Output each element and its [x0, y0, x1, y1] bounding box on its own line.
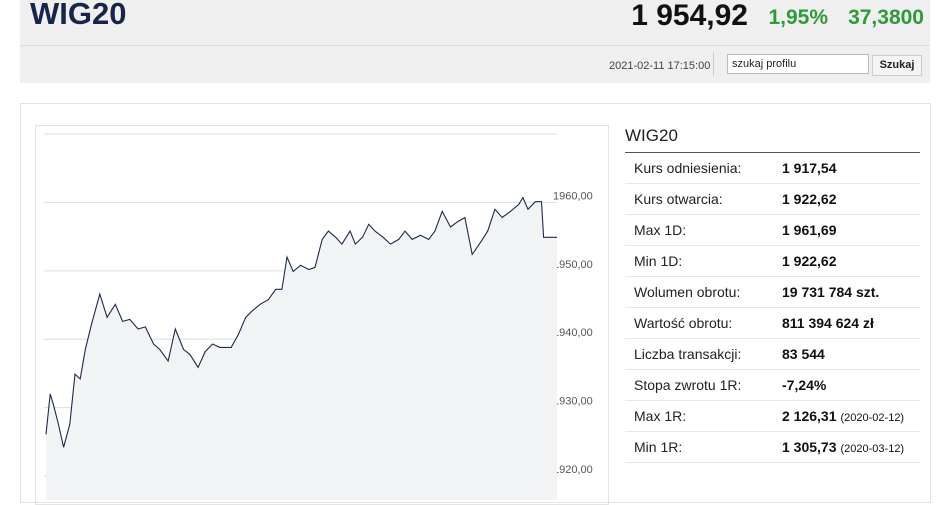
row-value: 1 961,69: [782, 222, 837, 238]
row-label: Wartość obrotu:: [634, 315, 733, 331]
row-label: Liczba transakcji:: [634, 346, 742, 362]
row-value: 1 922,62: [782, 191, 837, 207]
row-value: 2 126,31 (2020-02-12): [782, 408, 905, 424]
table-row: Kurs odniesienia: 1 917,54: [625, 153, 920, 184]
table-row: Wolumen obrotu: 19 731 784 szt.: [625, 277, 920, 308]
table: Kurs odniesienia: 1 917,54 Kurs otwarcia: 1…: [625, 152, 920, 463]
row-value: 1 922,62: [782, 253, 837, 269]
y-tick-label: 1950,00: [553, 259, 593, 271]
change-abs: 37,3800: [848, 6, 924, 29]
separator: [713, 52, 714, 76]
datetime: 2021-02-11 17:15:00: [609, 60, 711, 72]
row-value: 1 305,73 (2020-03-12): [782, 439, 905, 455]
y-tick-label: 1940,00: [553, 327, 593, 339]
index-title: WIG20: [30, 0, 127, 31]
table-title: WIG20: [625, 126, 678, 145]
row-label: Stopa zwrotu 1R:: [634, 377, 742, 393]
row-label: Min 1R:: [634, 439, 683, 455]
table-row: Min 1D: 1 922,62: [625, 246, 920, 277]
y-tick-label: 1930,00: [553, 396, 593, 408]
row-label: Wolumen obrotu:: [634, 284, 741, 300]
table-row: Stopa zwrotu 1R: -7,24%: [625, 370, 920, 401]
line: [45, 196, 557, 448]
table-row: Wartość obrotu: 811 394 624 zł: [625, 308, 920, 339]
price: 1 954,92: [631, 0, 748, 32]
y-tick-label: 1960,00: [553, 190, 593, 202]
row-value: 83 544: [782, 346, 825, 362]
table-row: Max 1D: 1 961,69: [625, 215, 920, 246]
change-pct: 1,95%: [768, 6, 828, 29]
row-label: Kurs odniesienia:: [634, 160, 742, 176]
row-date: (2020-02-12): [840, 412, 905, 424]
search-input[interactable]: szukaj profilu: [727, 54, 869, 74]
search-button[interactable]: Szukaj: [872, 55, 922, 76]
y-tick-label: 1920,00: [553, 464, 593, 476]
row-label: Kurs otwarcia:: [634, 191, 723, 207]
row-label: Max 1D:: [634, 222, 687, 238]
row-date: (2020-03-12): [840, 443, 905, 455]
row-label: Max 1R:: [634, 408, 687, 424]
row-label: Min 1D:: [634, 253, 683, 269]
header: WIG20 1 954,92 1,95% 37,3800 2021-02-11 …: [20, 0, 930, 83]
separator: [20, 45, 930, 46]
table-row: Kurs otwarcia: 1 922,62: [625, 184, 920, 215]
row-value: 19 731 784 szt.: [782, 284, 880, 300]
table-row: Max 1R: 2 126,31 (2020-02-12): [625, 401, 920, 432]
row-value: 1 917,54: [782, 160, 837, 176]
table-row: Min 1R: 1 305,73 (2020-03-12): [625, 432, 920, 463]
row-value: 811 394 624 zł: [782, 315, 874, 331]
table-row: Liczba transakcji: 83 544: [625, 339, 920, 370]
row-value: -7,24%: [782, 377, 827, 393]
area: [46, 197, 557, 500]
